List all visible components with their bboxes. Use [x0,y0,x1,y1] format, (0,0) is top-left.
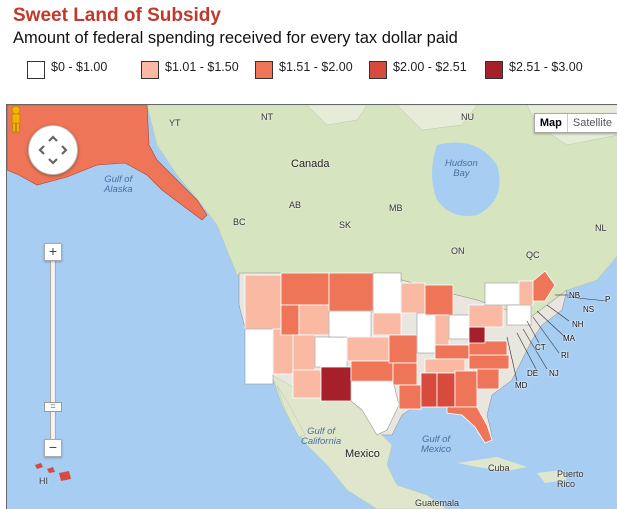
region-new-york [484,282,520,306]
legend-label: $0 - $1.00 [51,60,108,74]
region-nevada [272,328,294,375]
region-pennsylvania [468,304,504,328]
header: Sweet Land of Subsidy Amount of federal … [0,0,617,100]
label-mexico: Mexico [345,448,380,460]
region-montana [280,272,330,306]
legend-label: $2.51 - $3.00 [509,60,583,74]
legend-swatch [27,61,45,79]
pan-arrows-icon [38,135,68,165]
label-puerto-rico: Puerto Rico [557,469,584,489]
label-gulf-alaska: Gulf of Alaska [104,174,133,195]
region-utah [292,334,316,371]
region-illinois [416,312,436,354]
legend-label: $1.01 - $1.50 [165,60,239,74]
region-arkansas [392,362,418,386]
hudson-bay [432,142,500,216]
label-cuba: Cuba [488,463,510,473]
label-ct: CT [535,343,546,352]
label-hi: HI [39,476,48,486]
label-nj: NJ [549,369,559,378]
label-nb: NB [569,291,581,300]
legend-label: $1.51 - $2.00 [279,60,353,74]
zoom-slider-track[interactable] [50,255,56,445]
callout-lines [506,294,608,382]
label-yt: YT [169,118,181,128]
hispaniola [537,470,567,483]
legend-label: $2.00 - $2.51 [393,60,467,74]
region-idaho [280,304,300,336]
pegman-icon[interactable] [7,105,25,133]
legend-swatch [255,61,273,79]
map-type-map-button[interactable]: Map [535,114,568,132]
region-virginia [468,340,508,356]
label-sk: SK [339,220,352,230]
legend-swatch [369,61,387,79]
label-guatemala: Guatemala [415,498,460,508]
map-view[interactable]: YT NT NU Canada Hudson Bay Gulf of Alask… [6,104,617,509]
page-subtitle: Amount of federal spending received for … [13,29,458,47]
map-type-control: Map Satellite [533,113,617,133]
region-mississippi [420,372,438,408]
label-pe: P [605,295,611,304]
region-oklahoma [350,360,394,382]
label-md: MD [515,381,528,390]
region-alabama [436,372,456,408]
region-northeast-coast [506,304,532,326]
region-louisiana [398,384,422,410]
zoom-slider-handle[interactable]: = [44,402,62,412]
region-california [244,328,274,385]
zoom-out-button[interactable]: − [44,439,62,457]
map-type-satellite-button[interactable]: Satellite [572,117,612,129]
region-nebraska [328,310,372,338]
region-wisconsin [400,282,426,314]
label-qc: QC [526,250,540,260]
cuba [457,457,527,471]
label-ri: RI [561,351,569,360]
label-gulf-california: Gulf of California [301,426,342,447]
region-south-carolina [476,366,500,390]
label-ns: NS [583,305,595,314]
region-wyoming [298,304,330,336]
region-north-carolina [468,354,510,370]
label-nh: NH [572,320,584,329]
region-missouri [388,334,418,364]
region-maine [532,270,556,302]
label-de: DE [527,369,539,378]
region-ohio [448,314,470,340]
label-nu: NU [461,112,474,122]
region-west-virginia [468,326,486,344]
label-nl: NL [595,223,607,233]
label-ma: MA [563,334,575,343]
region-florida [446,406,493,444]
label-hudson-bay: Hudson Bay [445,158,478,179]
region-kentucky [434,344,470,360]
region-west [244,274,282,330]
zoom-in-button[interactable]: + [44,243,62,261]
region-minnesota [372,272,402,314]
label-on: ON [451,246,465,256]
baja [276,384,306,438]
region-kansas [346,336,390,362]
label-nt: NT [261,112,273,122]
region-michigan [424,284,454,316]
page-title: Sweet Land of Subsidy [13,5,221,26]
label-gulf-mexico: Gulf of Mexico [421,434,452,455]
region-new-mexico [320,366,352,402]
pan-control[interactable] [28,125,78,175]
region-dakotas [328,272,374,312]
hawaii [35,463,71,481]
label-ab: AB [289,200,302,210]
region-georgia [454,370,478,408]
label-mb: MB [389,203,403,213]
region-indiana [434,314,450,346]
region-colorado [314,336,348,368]
region-iowa [372,312,402,336]
map-canvas [7,105,617,509]
label-bc: BC [233,217,246,227]
region-arizona [292,369,322,399]
legend-swatch [141,61,159,79]
region-new-england [518,280,534,306]
legend-swatch [485,61,503,79]
label-canada: Canada [291,158,330,170]
